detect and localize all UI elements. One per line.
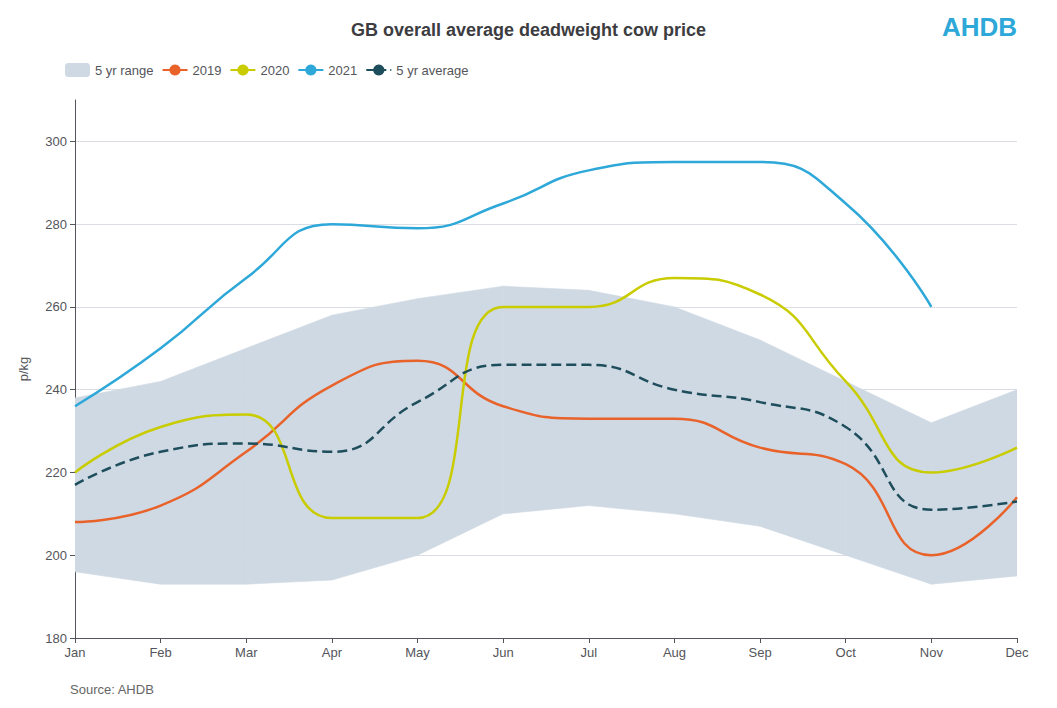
- svg-text:Jan: Jan: [65, 645, 86, 660]
- svg-text:Aug: Aug: [663, 645, 686, 660]
- svg-text:Dec: Dec: [1005, 645, 1029, 660]
- svg-text:5 yr range: 5 yr range: [95, 63, 154, 78]
- svg-text:Mar: Mar: [235, 645, 258, 660]
- svg-text:Feb: Feb: [149, 645, 171, 660]
- svg-text:280: 280: [45, 217, 67, 232]
- svg-text:Apr: Apr: [322, 645, 343, 660]
- svg-text:May: May: [405, 645, 430, 660]
- svg-text:5 yr average: 5 yr average: [396, 63, 468, 78]
- svg-text:Oct: Oct: [836, 645, 857, 660]
- svg-text:GB overall average deadweight: GB overall average deadweight cow price: [351, 20, 706, 40]
- svg-text:Jun: Jun: [493, 645, 514, 660]
- svg-text:300: 300: [45, 134, 67, 149]
- svg-text:Nov: Nov: [920, 645, 944, 660]
- svg-text:AHDB: AHDB: [942, 12, 1017, 42]
- svg-text:Jul: Jul: [581, 645, 598, 660]
- svg-text:220: 220: [45, 465, 67, 480]
- svg-text:p/kg: p/kg: [16, 357, 31, 382]
- svg-text:180: 180: [45, 631, 67, 646]
- svg-text:200: 200: [45, 548, 67, 563]
- svg-text:Source: AHDB: Source: AHDB: [70, 682, 154, 697]
- svg-text:2019: 2019: [193, 63, 222, 78]
- svg-text:2021: 2021: [328, 63, 357, 78]
- svg-text:240: 240: [45, 382, 67, 397]
- svg-text:2020: 2020: [260, 63, 289, 78]
- svg-text:260: 260: [45, 299, 67, 314]
- svg-text:Sep: Sep: [749, 645, 772, 660]
